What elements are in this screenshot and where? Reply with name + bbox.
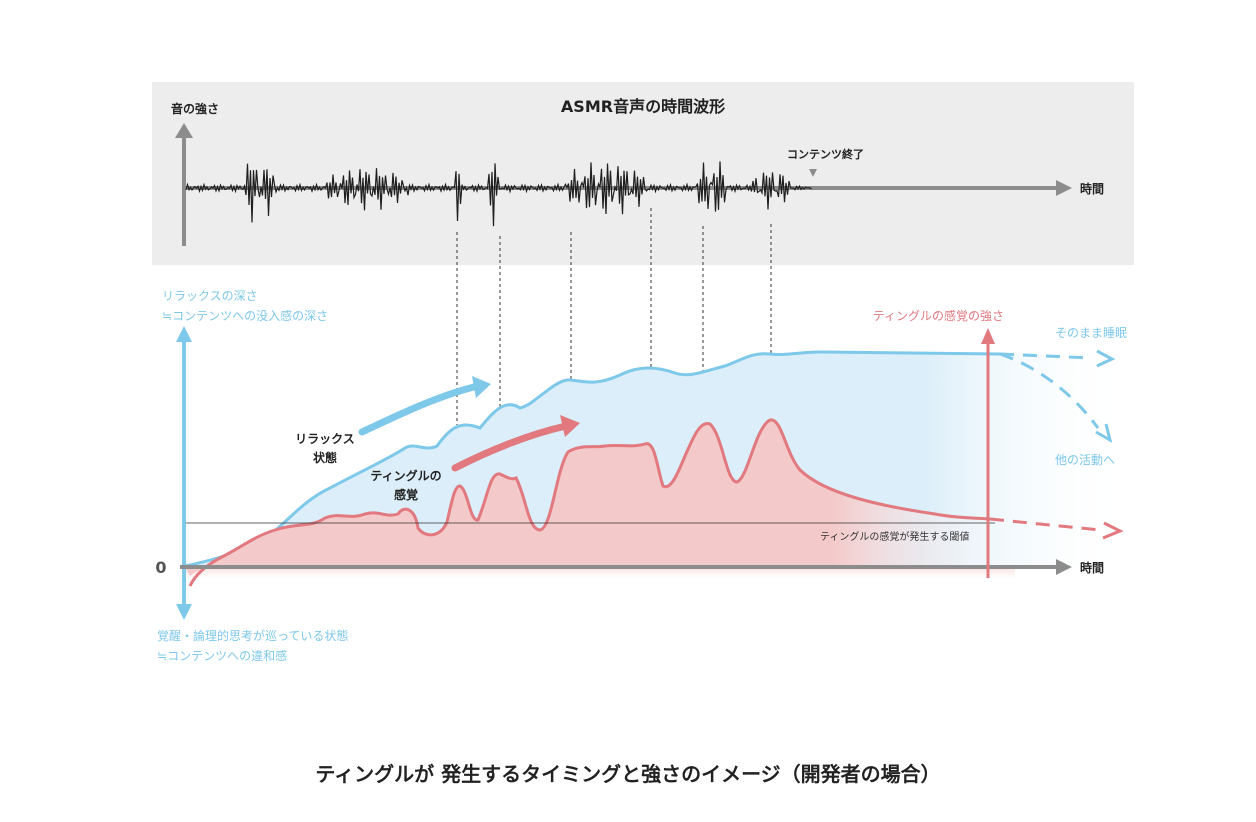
relax-y-arrowhead-up: [176, 326, 192, 342]
tingle-continuation-arrowhead: [1102, 521, 1124, 540]
waveform-y-label: 音の強さ: [171, 101, 219, 116]
tingle-trend-arrow: [451, 422, 570, 472]
relax-trend-arrowhead: [472, 376, 491, 398]
tingle-state-label-2: 感覚: [394, 487, 418, 502]
sleep-label: そのまま睡眠: [1055, 326, 1127, 340]
immersion-depth-label: ≒コンテンツへの没入感の深さ: [162, 308, 328, 323]
content-end-label: コンテンツ終了: [787, 147, 864, 161]
awake-state-label: 覚醒・論理的思考が巡っている状態: [157, 628, 348, 643]
waveform-x-arrowhead: [1056, 180, 1072, 196]
relax-depth-label: リラックスの深さ: [162, 289, 258, 303]
waveform-title: ASMR音声の時間波形: [561, 97, 725, 116]
relax-trend-arrow: [358, 382, 482, 436]
tingle-area: [185, 419, 1015, 576]
waveform-x-label: 時間: [1080, 181, 1104, 196]
waveform-panel: [152, 82, 1134, 265]
discomfort-label: ≒コンテンツへの違和感: [157, 648, 287, 663]
other-activity-arrowhead: [1095, 423, 1113, 444]
tingle-continuation: [989, 517, 1101, 532]
relax-state-label-2: 状態: [313, 450, 337, 465]
content-end-marker: [809, 169, 817, 177]
tingle-strength-label: ティングルの感覚の強さ: [873, 308, 1004, 323]
threshold-label: ティングルの感覚が発生する閾値: [820, 530, 969, 543]
audio-waveform: [185, 161, 812, 227]
tingle-trend-arrowhead: [560, 415, 580, 437]
zero-label: 0: [155, 558, 166, 577]
figure-caption: ティングルが 発生するタイミングと強さのイメージ（開発者の場合）: [315, 762, 940, 786]
tingle-curve: [188, 418, 991, 587]
sleep-arrowhead: [1096, 349, 1116, 368]
main-x-label: 時間: [1080, 560, 1104, 575]
tingle-state-label: ティングルの: [370, 468, 441, 483]
sleep-branch: [999, 352, 1091, 360]
relax-y-arrowhead-down: [176, 604, 192, 620]
other-activity-label: 他の活動へ: [1055, 453, 1115, 467]
tingle-strength-arrowhead: [981, 328, 995, 344]
relax-curve: [184, 350, 1001, 568]
relax-state-label: リラックス: [295, 432, 355, 446]
other-activity-branch: [999, 352, 1100, 429]
main-x-arrowhead: [1056, 559, 1072, 575]
tingle-shadow: [185, 566, 1015, 582]
waveform-y-arrowhead: [175, 123, 193, 138]
